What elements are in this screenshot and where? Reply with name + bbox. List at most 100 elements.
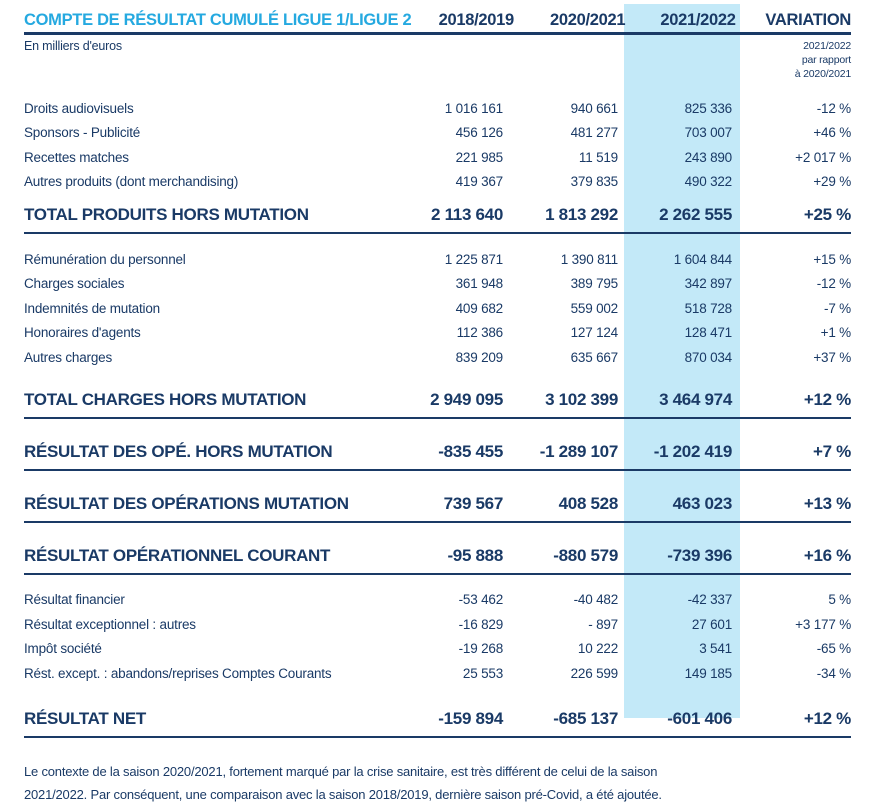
row-label: Droits audiovisuels: [24, 100, 134, 116]
cell-2021-2022: 463 023: [672, 493, 733, 513]
footnote-line: 2021/2022. Par conséquent, une comparais…: [24, 786, 662, 802]
page-title: COMPTE DE RÉSULTAT CUMULÉ LIGUE 1/LIGUE …: [24, 11, 412, 29]
row-label: Autres charges: [24, 349, 112, 365]
cell-2018-2019: -95 888: [447, 545, 503, 565]
cell-2018-2019: 2 113 640: [431, 205, 503, 224]
row-label: RÉSULTAT NET: [24, 708, 146, 728]
cell-2021-2022: 825 336: [684, 100, 733, 116]
table-row: Indemnités de mutation 409 682 559 002 5…: [24, 296, 851, 321]
cell-2018-2019: 419 367: [455, 174, 504, 190]
cell-2020-2021: 481 277: [570, 125, 619, 141]
cell-2018-2019: -159 894: [438, 708, 503, 728]
cell-2020-2021: 3 102 399: [545, 389, 618, 409]
row-label: RÉSULTAT OPÉRATIONNEL COURANT: [24, 545, 331, 565]
cell-2021-2022: 27 601: [691, 616, 732, 632]
table-row: Rémunération du personnel 1 225 871 1 39…: [24, 247, 851, 272]
cell-2020-2021: 379 835: [570, 174, 619, 190]
cell-variation: +46 %: [813, 125, 851, 141]
row-label: Sponsors - Publicité: [24, 125, 141, 141]
footnote: Le contexte de la saison 2020/2021, fort…: [24, 760, 851, 806]
cell-variation: 5 %: [828, 592, 851, 608]
cell-2020-2021: 226 599: [570, 665, 619, 681]
cell-2018-2019: 361 948: [455, 276, 504, 292]
row-label: Rémunération du personnel: [24, 251, 186, 267]
cell-2021-2022: 128 471: [684, 325, 733, 341]
table-row: Recettes matches 221 985 11 519 243 890 …: [24, 145, 851, 170]
cell-2020-2021: -1 289 107: [539, 441, 619, 461]
row-label: Honoraires d'agents: [24, 325, 141, 341]
cell-2021-2022: 1 604 844: [673, 251, 732, 267]
table-row: RÉSULTAT DES OPÉRATIONS MUTATION 739 567…: [24, 487, 851, 523]
table-row: TOTAL CHARGES HORS MUTATION 2 949 095 3 …: [24, 383, 851, 419]
row-label: Charges sociales: [24, 276, 125, 292]
cell-variation: +25 %: [803, 205, 851, 224]
cell-2021-2022: 149 185: [684, 665, 733, 681]
cell-2020-2021: - 897: [588, 616, 618, 632]
table-row: Autres produits (dont merchandising) 419…: [24, 170, 851, 195]
cell-2018-2019: 25 553: [462, 665, 503, 681]
cell-variation: -12 %: [816, 276, 851, 292]
row-label: RÉSULTAT DES OPÉRATIONS MUTATION: [24, 493, 349, 513]
cell-2018-2019: -16 829: [458, 616, 504, 632]
row-label: Indemnités de mutation: [24, 300, 160, 316]
cell-variation: -7 %: [824, 300, 851, 316]
row-label: TOTAL PRODUITS HORS MUTATION: [24, 205, 309, 224]
cell-variation: +37 %: [813, 349, 851, 365]
table-subheader: En milliers d'euros 2021/2022 par rappor…: [24, 39, 851, 83]
unit-note: En milliers d'euros: [24, 39, 122, 53]
cell-2020-2021: -40 482: [573, 592, 619, 608]
variation-note-line: par rapport: [801, 54, 851, 66]
cell-2020-2021: 635 667: [570, 349, 619, 365]
cell-2020-2021: 940 661: [570, 100, 619, 116]
table-row: Impôt société -19 268 10 222 3 541 -65 %: [24, 637, 851, 662]
table-row: RÉSULTAT NET -159 894 -685 137 -601 406 …: [24, 702, 851, 738]
table-row: Honoraires d'agents 112 386 127 124 128 …: [24, 321, 851, 346]
cell-2020-2021: 1 813 292: [545, 205, 618, 224]
cell-2018-2019: -53 462: [458, 592, 504, 608]
cell-2020-2021: 127 124: [570, 325, 619, 341]
cell-2020-2021: 559 002: [570, 300, 619, 316]
cell-variation: +7 %: [812, 441, 851, 461]
row-label: Recettes matches: [24, 149, 129, 165]
cell-variation: -12 %: [816, 100, 851, 116]
cell-2021-2022: 870 034: [684, 349, 733, 365]
cell-2021-2022: 703 007: [684, 125, 733, 141]
column-header-2021-2022: 2021/2022: [660, 11, 736, 29]
cell-2021-2022: 518 728: [684, 300, 733, 316]
cell-variation: -65 %: [816, 641, 851, 657]
income-statement-table: COMPTE DE RÉSULTAT CUMULÉ LIGUE 1/LIGUE …: [24, 0, 851, 806]
cell-variation: +2 017 %: [795, 149, 851, 165]
table-row: Sponsors - Publicité 456 126 481 277 703…: [24, 121, 851, 146]
cell-2021-2022: -601 406: [667, 708, 732, 728]
cell-2020-2021: 11 519: [578, 149, 618, 165]
cell-variation: +29 %: [813, 174, 851, 190]
table-row: Résultat exceptionnel : autres -16 829 -…: [24, 612, 851, 637]
cell-variation: -34 %: [816, 665, 851, 681]
cell-2021-2022: -42 337: [687, 592, 733, 608]
highlight-column-band: [624, 4, 740, 718]
cell-variation: +3 177 %: [795, 616, 851, 632]
row-label: Résultat exceptionnel : autres: [24, 616, 196, 632]
row-label: TOTAL CHARGES HORS MUTATION: [24, 389, 307, 409]
cell-2021-2022: 3 541: [699, 641, 732, 657]
footnote-line: Le contexte de la saison 2020/2021, fort…: [24, 763, 658, 779]
cell-2020-2021: 408 528: [558, 493, 619, 513]
cell-variation: +13 %: [803, 493, 851, 513]
table-body: Droits audiovisuels 1 016 161 940 661 82…: [24, 96, 851, 738]
cell-2020-2021: -880 579: [553, 545, 618, 565]
cell-2021-2022: -1 202 419: [653, 441, 733, 461]
table-row: Rést. except. : abandons/reprises Compte…: [24, 661, 851, 686]
cell-variation: +1 %: [820, 325, 852, 341]
cell-2020-2021: 1 390 811: [560, 251, 618, 267]
table-row: Résultat financier -53 462 -40 482 -42 3…: [24, 588, 851, 613]
column-header-2018-2019: 2018/2019: [438, 11, 515, 29]
row-label: Rést. except. : abandons/reprises Compte…: [24, 665, 332, 681]
table-row: TOTAL PRODUITS HORS MUTATION 2 113 640 1…: [24, 198, 851, 234]
variation-note: 2021/2022 par rapport à 2020/2021: [795, 39, 851, 81]
cell-2018-2019: 839 209: [455, 349, 504, 365]
table-row: Droits audiovisuels 1 016 161 940 661 82…: [24, 96, 851, 121]
cell-2018-2019: 2 949 095: [430, 389, 503, 409]
cell-2018-2019: -835 455: [438, 441, 503, 461]
row-label: RÉSULTAT DES OPÉ. HORS MUTATION: [24, 441, 333, 461]
cell-2021-2022: 243 890: [684, 149, 733, 165]
